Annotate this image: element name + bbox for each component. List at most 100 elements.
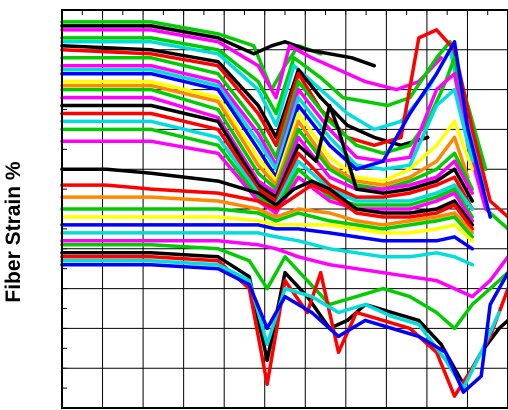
data-point	[328, 219, 332, 223]
data-point	[390, 314, 394, 319]
data-point	[408, 211, 412, 215]
data-point	[435, 183, 439, 187]
data-point	[274, 111, 278, 116]
data-point	[386, 103, 390, 108]
data-point	[247, 275, 251, 279]
data-point	[408, 175, 412, 179]
data-point	[274, 215, 278, 219]
data-point	[149, 56, 153, 60]
data-point	[435, 175, 439, 179]
data-point	[296, 207, 300, 211]
data-point	[452, 287, 457, 291]
data-point	[354, 310, 358, 315]
data-point	[336, 127, 341, 131]
data-point	[435, 227, 439, 231]
data-point	[381, 179, 385, 183]
data-point	[216, 107, 220, 112]
data-point	[435, 159, 439, 163]
data-point	[354, 199, 358, 203]
data-point	[497, 310, 501, 315]
data-point	[408, 219, 412, 223]
data-point	[149, 96, 153, 100]
data-point	[296, 135, 300, 139]
data-point	[256, 88, 260, 92]
data-point	[216, 247, 220, 251]
data-point	[381, 195, 385, 199]
data-point	[319, 88, 323, 92]
data-point	[470, 127, 474, 131]
data-point	[452, 72, 457, 76]
data-point	[292, 187, 296, 191]
data-point	[216, 179, 220, 183]
data-point	[354, 207, 358, 211]
data-point	[381, 191, 385, 195]
data-point	[265, 326, 269, 330]
data-point	[296, 68, 300, 72]
data-point	[328, 211, 332, 215]
data-point	[345, 111, 349, 116]
data-point	[296, 72, 300, 76]
data-point	[274, 247, 278, 251]
data-point	[336, 350, 341, 354]
data-point	[216, 80, 220, 84]
data-point	[283, 271, 287, 275]
data-point	[328, 155, 332, 159]
data-point	[435, 207, 439, 211]
data-point	[435, 215, 439, 219]
series-line-2	[60, 24, 376, 68]
data-point	[270, 44, 274, 48]
data-point	[328, 52, 332, 56]
data-point	[216, 143, 220, 147]
data-point	[479, 374, 483, 378]
data-point	[256, 103, 260, 108]
data-point	[470, 247, 474, 251]
data-point	[354, 195, 358, 199]
data-point	[381, 187, 385, 191]
data-point	[328, 103, 332, 108]
data-point	[216, 52, 220, 56]
data-point	[336, 68, 341, 72]
data-point	[470, 199, 474, 203]
data-point	[149, 72, 153, 76]
data-point	[216, 84, 220, 88]
data-point	[216, 99, 220, 104]
data-point	[296, 151, 300, 155]
data-point	[435, 199, 439, 203]
data-point	[408, 215, 412, 219]
data-point	[341, 96, 345, 100]
data-point	[149, 243, 153, 247]
data-point	[256, 131, 260, 135]
data-point	[296, 211, 300, 215]
data-point	[381, 215, 385, 219]
data-point	[216, 64, 220, 68]
data-point	[452, 119, 457, 123]
data-point	[216, 263, 220, 267]
data-point	[381, 211, 385, 215]
data-point	[296, 103, 300, 108]
data-point	[372, 64, 376, 68]
data-point	[394, 88, 399, 92]
data-point	[452, 135, 457, 139]
data-point	[216, 36, 220, 40]
data-point	[256, 223, 260, 227]
data-point	[452, 255, 457, 259]
data-point	[265, 358, 269, 362]
data-point	[452, 183, 457, 187]
data-point	[435, 103, 439, 108]
data-point	[256, 111, 260, 116]
data-point	[256, 155, 260, 159]
data-point	[452, 223, 457, 227]
data-point	[149, 255, 153, 259]
data-point	[328, 263, 332, 267]
data-point	[470, 295, 474, 299]
data-point	[256, 191, 260, 195]
data-point	[439, 56, 443, 60]
data-point	[310, 183, 314, 187]
data-point	[274, 219, 278, 223]
data-point	[319, 96, 323, 100]
data-point	[216, 32, 220, 36]
data-point	[328, 143, 332, 147]
data-point	[149, 259, 153, 263]
data-point	[296, 167, 300, 171]
